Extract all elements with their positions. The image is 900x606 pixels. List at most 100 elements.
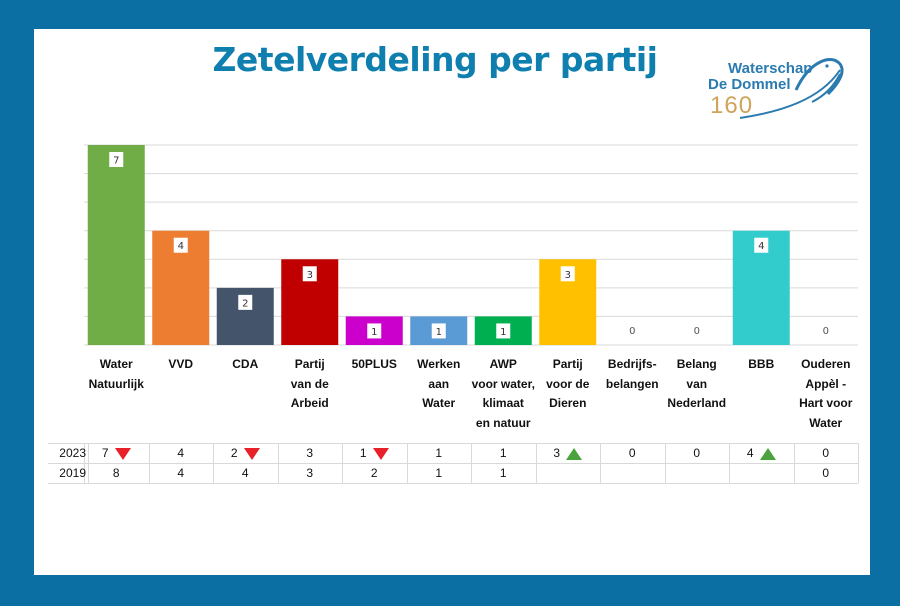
table-cell-value: 4 [177, 466, 185, 480]
table-divider [858, 443, 859, 483]
data-label: 2 [242, 298, 248, 309]
data-label-box [754, 237, 769, 253]
table-cell: 0 [600, 443, 665, 463]
table-cell: 4 [213, 463, 278, 483]
category-label: Water Natuurlijk [82, 355, 150, 394]
table-divider [664, 443, 666, 483]
table-cell: 2 [213, 443, 278, 463]
logo-text-waterschap: Waterschap [728, 60, 813, 77]
data-label-box [560, 266, 575, 282]
table-cell [665, 463, 730, 483]
table-divider [406, 443, 408, 483]
table-cell-value: 0 [822, 466, 830, 480]
table-divider [148, 443, 150, 483]
table-divider [277, 443, 279, 483]
category-label: CDA [211, 355, 279, 375]
category-label: BBB [727, 355, 795, 375]
category-label-text: Partij van de Arbeid [290, 357, 329, 410]
table-divider [213, 443, 214, 483]
data-label: 1 [500, 327, 506, 338]
table-cell-value: 1 [359, 446, 367, 460]
waterschap-logo: Waterschap De Dommel 160 [700, 50, 850, 122]
table-year: 2019 [59, 466, 86, 480]
category-label-text: Partij voor de Dieren [546, 357, 590, 410]
table-cell-value: 2 [370, 466, 378, 480]
table-cell: 4 [149, 463, 214, 483]
page-title: Zetelverdeling per partij [212, 40, 658, 79]
category-label-text: VVD [168, 357, 194, 371]
table-cell: 2 [342, 463, 407, 483]
data-label-box [302, 266, 317, 282]
table-cell: 1 [407, 463, 472, 483]
table-cell: 3 [278, 443, 343, 463]
category-label: Bedrijfs- belangen [598, 355, 666, 394]
category-label: Partij van de Arbeid [276, 355, 344, 414]
category-label-text: Ouderen Appèl - Hart voor Water [799, 357, 853, 430]
table-cell-value: 0 [628, 446, 636, 460]
category-label-text: Water Natuurlijk [88, 357, 144, 391]
table-year: 2023 [59, 446, 86, 460]
category-label-text: CDA [232, 357, 259, 371]
data-label: 3 [565, 270, 571, 281]
logo-text-dommel: De Dommel [708, 76, 791, 93]
table-cell-value: 1 [435, 446, 443, 460]
table-cell-value: 4 [241, 466, 249, 480]
table-cell: 0 [665, 443, 730, 463]
data-label-box [496, 323, 511, 339]
data-label-box [367, 323, 382, 339]
category-label: Partij voor de Dieren [534, 355, 602, 414]
table-cell-value: 4 [746, 446, 754, 460]
category-label: 50PLUS [340, 355, 408, 375]
category-label: AWP voor water, klimaat en natuur [469, 355, 537, 433]
logo-text-160: 160 [710, 92, 754, 119]
table-cell-value: 8 [112, 466, 120, 480]
data-label: 4 [178, 241, 184, 252]
data-label: 0 [823, 326, 829, 337]
category-label: Ouderen Appèl - Hart voor Water [792, 355, 860, 433]
table-cell: 1 [407, 443, 472, 463]
data-label-box [431, 323, 446, 339]
table-cell-value: 0 [822, 446, 830, 460]
table-cell: 0 [794, 463, 859, 483]
table-divider [342, 443, 343, 483]
category-label: Belang van Nederland [663, 355, 731, 414]
data-label: 1 [371, 327, 377, 338]
data-label: 0 [694, 326, 700, 337]
table-cell-value: 7 [101, 446, 109, 460]
logo-wave-icon [739, 58, 844, 119]
category-label: VVD [147, 355, 215, 375]
table-divider [88, 443, 89, 483]
data-label: 4 [758, 241, 764, 252]
arrow-down-icon [243, 447, 260, 460]
table-cell: 8 [84, 463, 149, 483]
table-cell-value: 3 [553, 446, 561, 460]
table-cell-value: 3 [306, 466, 314, 480]
table-cell: 3 [278, 463, 343, 483]
table-divider [48, 463, 858, 464]
category-label: Werken aan Water [405, 355, 473, 414]
table-cell: 4 [149, 443, 214, 463]
arrow-up-icon [759, 447, 776, 460]
table-divider [729, 443, 730, 483]
table-cell: 3 [536, 443, 601, 463]
table-cell: 4 [729, 443, 794, 463]
data-label-box [173, 237, 188, 253]
data-label-box [109, 152, 124, 167]
category-label-text: Belang van Nederland [667, 357, 727, 410]
table-cell [729, 463, 794, 483]
table-divider [471, 443, 472, 483]
data-label-box [238, 294, 253, 310]
table-row: 2019 8 4 4 3 2 1 1 0 [48, 463, 858, 483]
table-cell: 1 [471, 443, 536, 463]
category-label-text: Bedrijfs- belangen [605, 357, 659, 391]
data-label: 3 [307, 270, 313, 281]
table-cell [536, 463, 601, 483]
table-cell: 7 [84, 443, 149, 463]
table-divider [48, 483, 858, 484]
table-cell-value: 4 [177, 446, 185, 460]
table-divider [793, 443, 795, 483]
data-label: 7 [113, 156, 119, 167]
arrow-up-icon [566, 447, 583, 460]
table-divider [535, 443, 537, 483]
arrow-down-icon [372, 447, 389, 460]
